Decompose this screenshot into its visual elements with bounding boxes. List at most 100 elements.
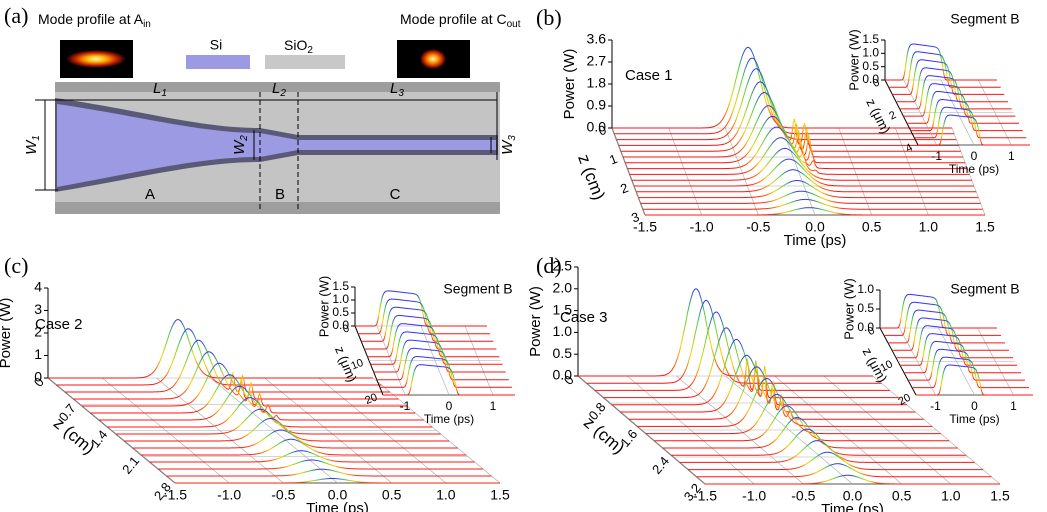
trace <box>679 440 975 463</box>
legend-swatch <box>265 55 345 69</box>
x-tick-label: 1.0 <box>941 488 961 504</box>
x-tick-label: -0.5 <box>746 219 770 235</box>
x-tick-label: 0.5 <box>862 219 882 235</box>
z-tick-label: 3 <box>629 209 641 226</box>
segment-label: C <box>390 186 401 203</box>
grid-line <box>951 127 986 216</box>
subscript: 2 <box>279 88 286 99</box>
x-tick-label: -0.5 <box>791 488 815 504</box>
trace <box>358 298 491 335</box>
y-tick-label: 0 <box>34 369 42 385</box>
cladding-edge <box>55 202 500 214</box>
trace <box>885 43 997 81</box>
trace <box>64 339 390 393</box>
trace <box>904 341 1021 374</box>
trace <box>907 91 1019 124</box>
text: SiO <box>284 37 307 53</box>
trace <box>916 364 1033 396</box>
trace <box>899 75 1012 110</box>
x-tick-label: -1.0 <box>742 488 766 504</box>
y-axis-title: Power (W) <box>561 49 578 120</box>
trace <box>48 318 373 379</box>
trace <box>908 348 1025 381</box>
x-tick-label: -0.5 <box>271 487 295 503</box>
legend-label: Si <box>210 37 222 53</box>
z-tick-label: 0 <box>871 77 882 90</box>
z-tick-label: 2.1 <box>119 453 142 476</box>
text: L <box>272 80 280 97</box>
x-tick-label: -1 <box>930 399 941 413</box>
inset-title: Segment B <box>950 11 1019 27</box>
y-tick-label: 1.8 <box>587 75 607 91</box>
text: W <box>23 139 40 155</box>
z-tick-label: 1 <box>607 151 619 168</box>
trace <box>383 364 515 396</box>
trace <box>90 374 416 414</box>
trace <box>688 451 984 471</box>
trace <box>361 306 494 342</box>
x-tick-label: -1 <box>400 399 411 413</box>
x-tick-label: -1.0 <box>217 487 241 503</box>
trace <box>640 190 981 204</box>
x-tick-label: 1 <box>1010 399 1017 413</box>
grid-line <box>668 127 702 216</box>
y-tick-label: 0.0 <box>587 119 607 135</box>
y-tick-label: 2.5 <box>553 258 573 274</box>
panel-label: (c) <box>4 253 28 278</box>
x-tick-label: 0.0 <box>328 487 348 503</box>
trace <box>603 327 899 399</box>
trace <box>370 331 503 365</box>
y-tick-label: 0.5 <box>553 345 573 361</box>
y-tick-label: 2.0 <box>553 280 573 296</box>
mode-out-title: Mode profile at Cout <box>400 11 521 30</box>
trace <box>884 301 1001 336</box>
trace <box>671 428 967 456</box>
trace <box>115 408 441 435</box>
z-tick-label: 2.4 <box>649 453 672 476</box>
x-tick-label: 1.5 <box>990 488 1010 504</box>
trace <box>918 114 1030 146</box>
trace <box>376 347 509 381</box>
z-tick-label: 0 <box>341 322 351 335</box>
subscript: 1 <box>31 135 42 141</box>
trace <box>896 67 1008 103</box>
panel-label: (d) <box>536 253 562 278</box>
dim-label: W2 <box>231 135 250 155</box>
segment-label: A <box>145 186 155 203</box>
legend-swatch <box>186 55 250 69</box>
panel-label: (a) <box>4 3 28 28</box>
text: W <box>499 139 516 155</box>
trace <box>636 169 977 193</box>
trace <box>645 207 985 216</box>
z-axis-title: z (cm) <box>574 152 609 203</box>
y-tick-label: 3.6 <box>587 31 607 47</box>
x-tick-label: -1.5 <box>693 488 717 504</box>
y-axis-title: Power (W) <box>527 286 544 357</box>
x-tick-label: 1.0 <box>919 219 939 235</box>
z-tick-label: 0 <box>866 325 877 338</box>
x-axis-title: Time (ps) <box>424 412 474 426</box>
y-tick-label: 1.0 <box>332 292 349 306</box>
y-tick-label: 1.5 <box>553 301 573 317</box>
x-axis-title: Time (ps) <box>306 500 369 512</box>
x-tick-label: 1 <box>490 399 497 413</box>
trace <box>618 81 959 146</box>
y-tick-label: 4 <box>34 279 42 295</box>
text: W <box>231 139 248 155</box>
cladding-edge <box>55 82 500 92</box>
trace <box>642 198 983 210</box>
x-tick-label: -1 <box>931 149 942 163</box>
case-label: Case 1 <box>625 67 673 84</box>
trace <box>654 405 950 442</box>
x-tick-label: -1.5 <box>163 487 187 503</box>
dimension-lines <box>35 92 498 212</box>
trace <box>373 339 506 373</box>
dim-label: W1 <box>23 135 42 155</box>
y-axis-title: Power (W) <box>841 278 856 339</box>
trace <box>141 438 467 456</box>
z-tick-label: 4 <box>904 142 915 155</box>
trace <box>638 180 979 199</box>
trace <box>124 417 450 442</box>
mode-spot <box>66 50 126 68</box>
